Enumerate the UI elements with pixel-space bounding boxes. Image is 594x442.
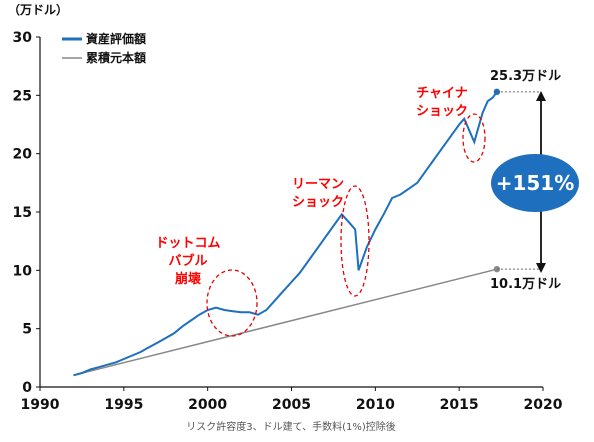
lehman-line-1: リーマン (292, 177, 344, 192)
y-tick-label: 5 (22, 322, 32, 338)
y-tick-label: 10 (13, 263, 33, 279)
x-tick-label: 2020 (524, 397, 563, 413)
y-unit-label: （万ドル） (8, 2, 68, 17)
x-tick-label: 2010 (356, 397, 395, 413)
lehman-highlight-ellipse (340, 185, 370, 297)
legend-label-asset: 資産評価額 (86, 31, 146, 46)
china-line-2: ショック (416, 104, 468, 119)
dotcom-line-2: バブル (168, 253, 207, 269)
principal-series-line (73, 268, 498, 377)
y-tick-label: 25 (13, 88, 32, 104)
growth-callout-text: +151% (496, 171, 575, 195)
china-annotation: チャイナ ショック (416, 86, 468, 119)
y-tick-label: 15 (13, 205, 32, 221)
x-tick-label: 2000 (188, 397, 227, 413)
x-tick-label: 1990 (21, 397, 60, 413)
x-tick-label: 2005 (272, 397, 311, 413)
dotcom-line-3: 崩壊 (175, 271, 202, 287)
china-line-1: チャイナ (416, 86, 468, 101)
legend-label-principal: 累積元本額 (86, 50, 146, 65)
growth-callout (491, 154, 579, 212)
legend: 資産評価額 累積元本額 (62, 31, 146, 65)
y-tick-label: 0 (22, 380, 32, 396)
y-tick-label: 30 (13, 30, 33, 46)
footnote: リスク許容度3、ドル建て、手数料(1%)控除後 (186, 420, 396, 433)
china-highlight-ellipse (462, 113, 486, 163)
asset-series-line (73, 91, 498, 377)
x-tick-label: 1995 (104, 397, 143, 413)
y-tick-label: 20 (13, 147, 33, 163)
dotcom-line-1: ドットコム (155, 236, 220, 251)
difference-arrow-head-bottom (536, 263, 546, 273)
asset-end-label: 25.3万ドル (490, 69, 561, 84)
y-ticks: 0 5 10 15 20 25 30 (13, 30, 40, 396)
dotcom-annotation: ドットコム バブル 崩壊 (155, 236, 220, 287)
x-ticks: 1990 1995 2000 2005 2010 2015 2020 (21, 387, 563, 413)
difference-arrow-head-top (536, 91, 546, 101)
principal-end-label: 10.1万ドル (490, 277, 561, 292)
lehman-line-2: ショック (292, 195, 344, 210)
x-tick-label: 2015 (440, 397, 479, 413)
lehman-annotation: リーマン ショック (292, 177, 344, 210)
dotcom-highlight-ellipse (206, 269, 258, 337)
